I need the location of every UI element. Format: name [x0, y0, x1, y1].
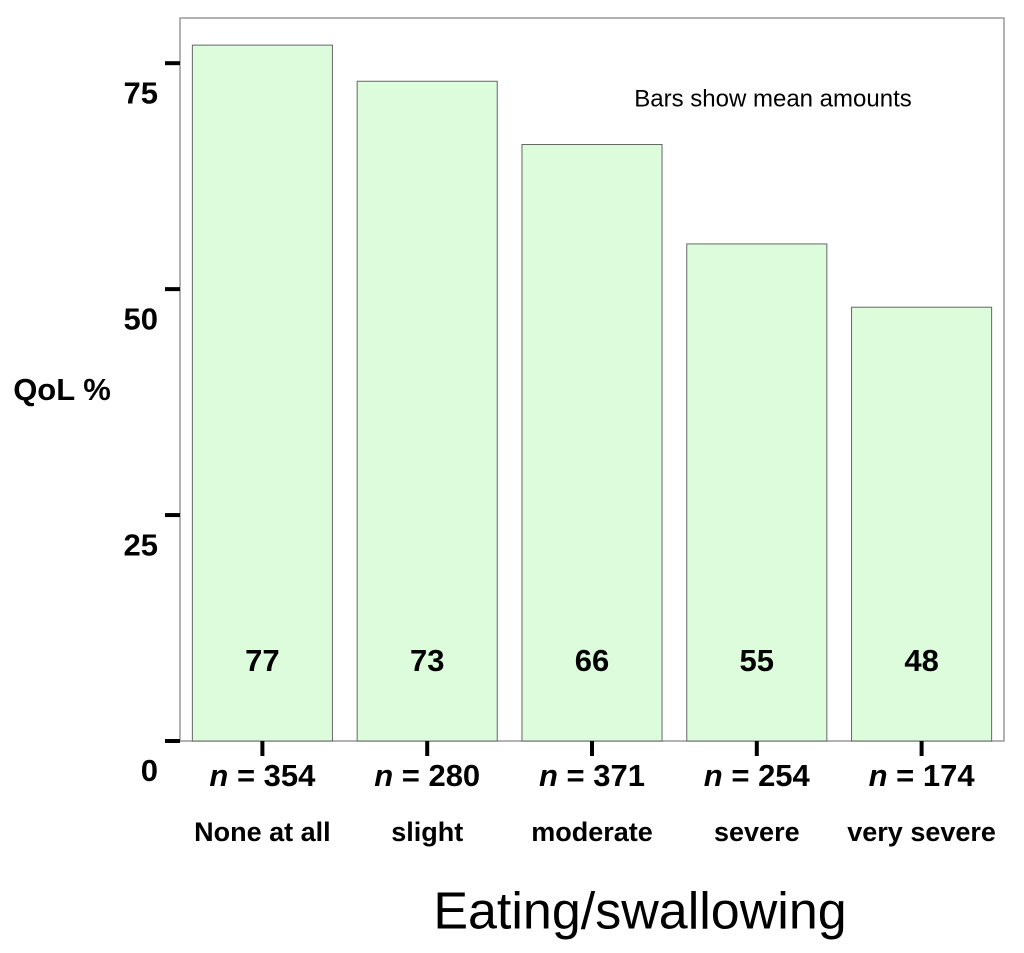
y-tick-label: 0 [141, 753, 158, 788]
value-label: 66 [575, 643, 609, 678]
x-tick-label: very severe [847, 817, 996, 847]
bar [521, 144, 663, 742]
y-axis-label: QoL % [13, 372, 111, 407]
x-tick-label: moderate [531, 817, 653, 847]
bar [356, 80, 498, 742]
n-label: n = 371 [539, 758, 645, 793]
value-label: 77 [245, 643, 279, 678]
x-tick-label: severe [714, 817, 800, 847]
x-axis-label: Eating/swallowing [433, 883, 846, 941]
x-tick-label: slight [391, 817, 463, 847]
value-label: 48 [904, 643, 938, 678]
y-tick-label: 75 [124, 75, 158, 110]
x-tick-label: None at all [194, 817, 331, 847]
bar [686, 243, 828, 742]
value-label: 73 [410, 643, 444, 678]
n-label: n = 174 [869, 758, 976, 793]
bar [851, 306, 993, 742]
n-label: n = 354 [209, 758, 316, 793]
y-tick-label: 50 [124, 301, 158, 336]
annotation: Bars show mean amounts [634, 85, 911, 112]
n-label: n = 280 [374, 758, 480, 793]
value-label: 55 [740, 643, 774, 678]
n-label: n = 254 [704, 758, 811, 793]
bar [191, 44, 333, 742]
y-tick-label: 25 [124, 527, 158, 562]
